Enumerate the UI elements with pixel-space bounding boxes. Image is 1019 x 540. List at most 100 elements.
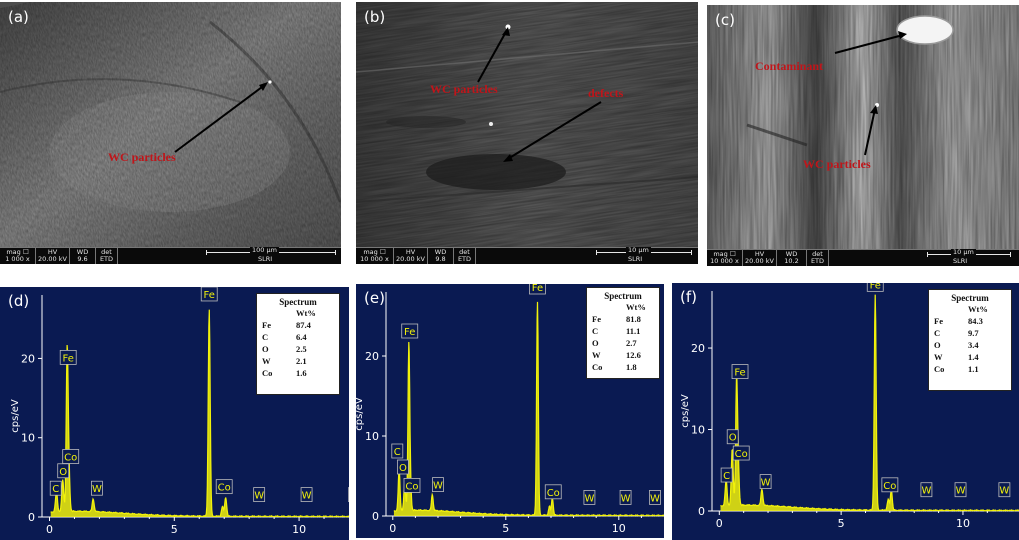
scale-value: 100 µm — [250, 246, 279, 255]
x-tick-label: 10 — [612, 522, 626, 535]
det-label: det — [459, 247, 470, 256]
det-label: det — [812, 249, 823, 258]
y-tick-label: 0 — [698, 505, 705, 518]
panel-letter-f: (f) — [680, 288, 697, 306]
peak-label-box — [649, 489, 661, 505]
scale-value: 10 µm — [951, 248, 976, 257]
peak-label-fe: Fe — [870, 283, 881, 291]
peak-label-fe: Fe — [404, 327, 415, 338]
peak-label-box — [954, 482, 967, 498]
annotation-wc-particles-b: WC particles — [430, 82, 498, 96]
peak-label-o: O — [729, 433, 737, 444]
spectrum-line — [393, 301, 664, 517]
peak-label-fe: Fe — [734, 368, 745, 379]
scale-bar: 10 µm SLRI — [476, 246, 698, 264]
legend-table: Wt% Fe 81.8 C 11.1 O 2.7 W 12.6 Co 1.8 — [592, 302, 646, 374]
peak-label-o: O — [399, 463, 407, 474]
peak-label-fe: Fe — [532, 284, 543, 294]
mag-label: mag ☐ — [713, 249, 736, 258]
det-value: ETD — [99, 255, 114, 263]
sem-image-a — [0, 2, 341, 264]
mag-label: mag ☐ — [363, 247, 386, 256]
peak-label-c: C — [723, 471, 730, 482]
peak-label-box — [720, 467, 733, 483]
legend-unit: Wt% — [296, 308, 316, 318]
panel-letter-e: (e) — [364, 289, 385, 307]
legend-row: O 2.5 — [262, 344, 307, 354]
peak-label-box — [619, 489, 632, 505]
legend-table: Wt% Fe 87.4 C 6.4 O 2.5 W 2.1 Co 1.6 — [262, 308, 316, 380]
eds-panel-e: 0 10 20 0 5 10 cps/eV C O Co Fe Fe Co W W W W (e) Spectr… — [356, 284, 664, 538]
legend-row: Co 1.6 — [262, 368, 307, 378]
annotation-arrow-a — [174, 83, 267, 153]
peak-label-box — [300, 487, 313, 502]
mag-value: 10 000 x — [710, 257, 739, 265]
sem-image-b — [356, 2, 698, 264]
peak-label-o: O — [59, 467, 67, 478]
peak-label-co: Co — [883, 481, 896, 492]
scale-value: 10 µm — [626, 246, 651, 255]
wd-label: WD — [785, 249, 798, 258]
mag-value: 1 000 x — [5, 255, 30, 263]
y-tick-label: 0 — [372, 510, 379, 523]
det-value: ETD — [457, 255, 472, 263]
legend-row: W 1.4 — [934, 352, 979, 362]
legend-row: W 2.1 — [262, 356, 307, 366]
legend-unit: Wt% — [968, 304, 988, 314]
hv-value: 20.00 kV — [38, 255, 67, 263]
legend-title: Spectrum — [604, 291, 642, 301]
peak-label-w: W — [621, 493, 631, 504]
y-axis-label: cps/eV — [356, 397, 365, 431]
peak-label-c: C — [52, 484, 59, 495]
hv-value: 20.00 kV — [396, 255, 425, 263]
panel-letter-c: (c) — [715, 11, 735, 29]
legend-row: C 11.1 — [592, 326, 641, 336]
peak-label-w: W — [956, 486, 966, 497]
peak-label-w: W — [302, 491, 312, 502]
peak-label-co: Co — [405, 481, 418, 492]
peak-label-box — [866, 283, 884, 292]
peak-label-box — [726, 429, 739, 445]
sem-panel-a: (a) WC particles mag ☐ 1 000 x HV 20.00 kV… — [0, 2, 341, 264]
peak-label-box — [62, 449, 80, 464]
eds-panel-f: 0 10 20 0 5 10 cps/eV C O Co Fe Fe Co W W W W (f) Spectr… — [672, 283, 1019, 540]
panel-letter-a: (a) — [8, 8, 29, 26]
hv-label: HV — [47, 247, 58, 256]
legend-f: Spectrum Wt% Fe 84.3 C 9.7 O 3.4 W 1.4 Co 1.1 — [928, 289, 1012, 391]
peak-label-c: C — [394, 447, 401, 458]
panel-letter-d: (d) — [8, 292, 30, 310]
peak-label-w: W — [999, 486, 1009, 497]
legend-row: Co 1.8 — [592, 362, 637, 372]
peak-label-box — [49, 480, 62, 496]
y-tick-label: 20 — [691, 342, 705, 355]
peak-label-box — [583, 489, 596, 505]
lab-label: SLRI — [953, 257, 968, 265]
peak-label-w: W — [433, 481, 443, 492]
x-tick-label: 5 — [838, 517, 845, 530]
wd-label: WD — [434, 247, 447, 256]
annotation-wc-particles-a: WC particles — [108, 150, 176, 164]
peak-label-box — [253, 487, 266, 502]
peak-label-box — [432, 477, 444, 493]
x-tick-label: 0 — [716, 517, 723, 530]
legend-table: Wt% Fe 84.3 C 9.7 O 3.4 W 1.4 Co 1.1 — [934, 304, 988, 376]
lab-label: SLRI — [628, 255, 643, 263]
wd-value: 9.6 mm — [76, 255, 89, 264]
peak-label-w: W — [92, 484, 102, 495]
peak-label-box — [59, 349, 77, 365]
peak-label-box — [544, 484, 562, 500]
peak-label-w: W — [254, 491, 264, 502]
peak-label-box — [215, 479, 233, 495]
legend-d: Spectrum Wt% Fe 87.4 C 6.4 O 2.5 W 2.1 Co 1.6 — [256, 293, 340, 395]
hv-value: 20.00 kV — [745, 257, 774, 265]
x-tick-label: 0 — [389, 522, 396, 535]
peak-label-w: W — [650, 493, 660, 504]
peak-label-box — [998, 482, 1011, 498]
legend-row: Fe 84.3 — [934, 316, 983, 326]
annotation-arrow-c1 — [834, 34, 904, 54]
